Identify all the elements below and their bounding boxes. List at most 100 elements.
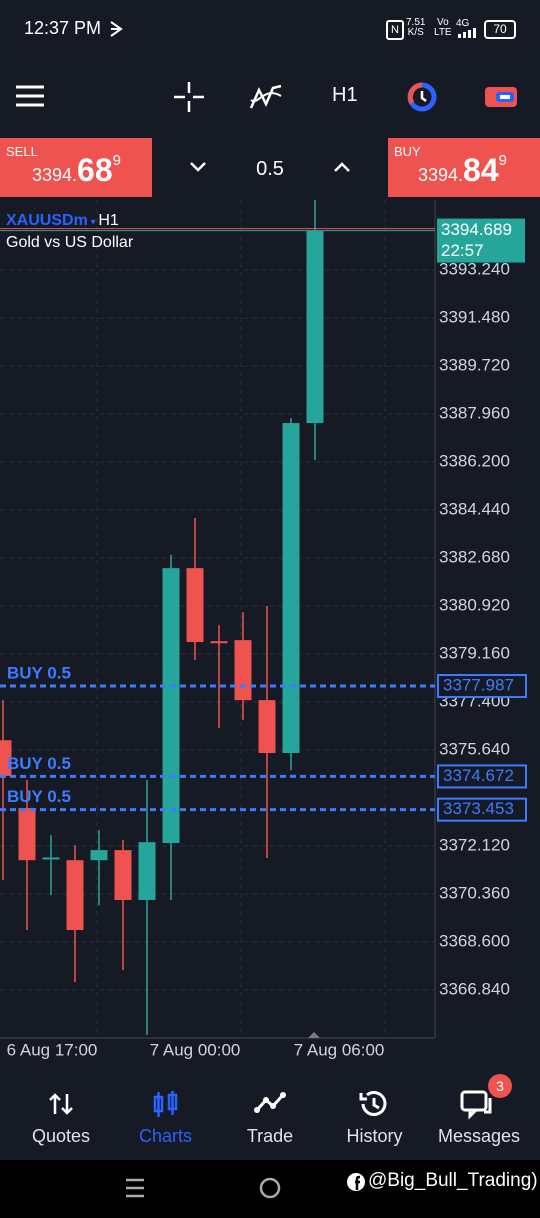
y-tick-label: 3387.960 [439,404,510,423]
status-icon [110,21,123,37]
candle-body [162,568,180,844]
objects-button[interactable] [406,81,438,113]
x-tick-label: 7 Aug 00:00 [150,1040,241,1059]
volume[interactable]: 0.5 [256,158,284,180]
y-tick-label: 3386.200 [439,452,510,471]
sell-label: SELL [6,144,38,159]
volte: Vo LTE [434,18,452,38]
y-tick-label: 3370.360 [439,884,510,903]
y-tick-label: 3368.600 [439,931,510,950]
candle-body [234,640,252,701]
order-price: 3374.672 [443,766,514,785]
current-price-box [437,218,525,263]
nfc-icon: N [386,20,404,40]
menu-button[interactable] [16,84,46,108]
net-speed: 7.51 K/S [406,18,425,38]
volte-bottom: LTE [434,27,452,38]
candle-body [90,850,108,861]
y-tick-label: 3382.680 [439,548,510,567]
volume-up[interactable] [332,160,352,174]
quotes-icon[interactable] [48,1092,74,1116]
candle-body [0,740,12,776]
nav-label[interactable]: Quotes [31,1126,91,1146]
y-tick-label: 3391.480 [439,308,510,327]
y-tick-label: 3379.160 [439,644,510,663]
candle-body [258,700,276,754]
timeframe-button[interactable]: H1 [332,84,358,106]
sell-price: 3394.689 [32,152,121,189]
order-label: BUY 0.5 [7,787,71,806]
sell-button[interactable]: SELL 3394.689 [0,138,152,197]
price-sup: 9 [112,152,121,169]
symbol[interactable]: XAUUSDm [6,212,88,229]
y-tick-label: 3393.240 [439,260,510,279]
candle-body [18,808,36,861]
speed: 7.51 [406,17,426,28]
candle-body [186,568,204,643]
indicators-button[interactable] [248,80,284,114]
price-main: 3394. [32,165,78,185]
buy-price: 3394.849 [418,152,507,189]
candle-body [138,842,156,901]
status-time: 12:37 PM [24,18,102,38]
grid-vertical [96,200,386,1038]
order-label: BUY 0.5 [7,754,71,773]
y-tick-label: 3389.720 [439,356,510,375]
network: 4G [456,18,470,29]
candle-body [282,423,300,754]
nav-label[interactable]: Messages [437,1126,521,1146]
y-tick-label: 3375.640 [439,740,510,759]
battery: 70 [484,20,516,39]
nav-label[interactable]: Charts [138,1126,192,1146]
messages-icon[interactable] [460,1088,498,1120]
facebook-icon [347,1173,365,1191]
charts-icon[interactable] [152,1090,180,1118]
trade-icon[interactable] [254,1090,286,1116]
history-icon[interactable] [358,1088,390,1120]
system-nav: @Big_Bull_Trading) [0,1160,540,1218]
price-main: 3394. [418,165,464,185]
current-price-label: 3394.689 [441,220,512,239]
y-tick-label: 3380.920 [439,596,510,615]
candle-body [306,230,324,424]
order-price: 3373.453 [443,799,514,818]
y-tick-label: 3384.440 [439,500,510,519]
volume-down[interactable] [188,160,208,174]
order-price-box [437,674,527,699]
candle-body [66,860,84,931]
badge: 3 [488,1074,512,1098]
x-tick-label: 6 Aug 17:00 [7,1040,98,1059]
order-price-box [437,764,527,789]
candle-body [42,857,60,860]
volte-top: Vo [436,17,449,28]
scroll-marker[interactable] [308,1032,320,1038]
candle-body [114,850,132,901]
header-timeframe: H1 [98,212,119,229]
chart: 3393.240 3391.480 3389.720 3387.960 3386.200… [0,200,527,1059]
order-price-box [437,797,527,822]
recents-button[interactable] [124,1176,146,1200]
trade-button[interactable] [484,84,518,110]
buy-label: BUY [394,144,421,159]
x-tick-label: 7 Aug 06:00 [294,1040,385,1059]
watermark: @Big_Bull_Trading) [368,1170,538,1191]
chart-header: XAUUSDm ▾ H1 [6,212,119,229]
speed-unit: K/S [407,27,424,38]
price-big: 68 [77,152,113,188]
y-tick-label: 3372.120 [439,836,510,855]
symbol-description: Gold vs US Dollar [6,234,134,251]
order-price: 3377.987 [443,676,514,695]
order-label: BUY 0.5 [7,664,71,683]
price-big: 84 [463,152,499,188]
price-sup: 9 [498,152,507,169]
buy-button[interactable]: BUY 3394.849 [388,138,540,197]
home-button[interactable] [258,1176,282,1200]
nav-label[interactable]: History [346,1126,403,1146]
signal-icon [458,28,476,38]
nav-label[interactable]: Trade [246,1126,294,1146]
candle-body [210,641,228,644]
y-tick-label: 3366.840 [439,979,510,998]
current-time-label: 22:57 [441,241,484,260]
crosshair-button[interactable] [172,80,206,114]
